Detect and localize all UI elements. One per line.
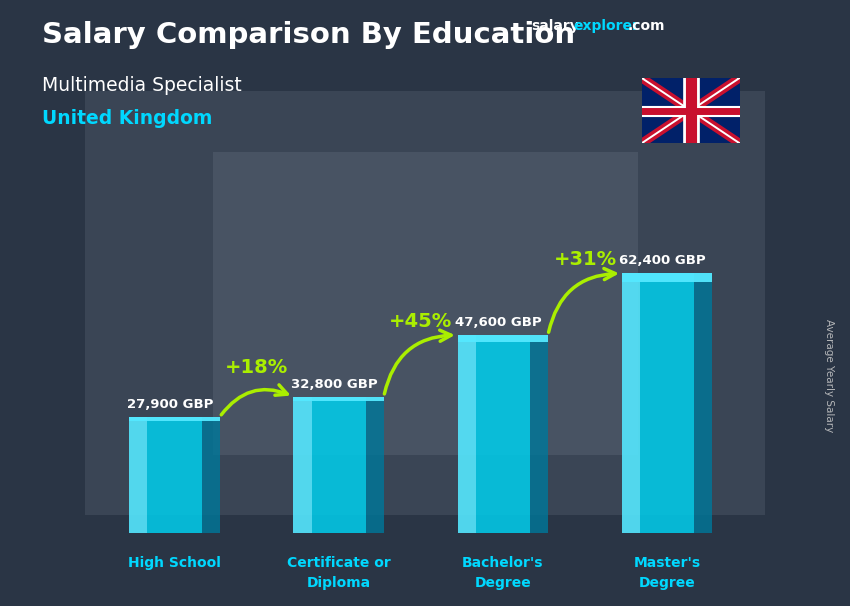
Text: United Kingdom: United Kingdom <box>42 109 212 128</box>
Bar <box>312 396 366 533</box>
Text: +18%: +18% <box>225 358 288 376</box>
Bar <box>129 417 147 533</box>
Bar <box>457 335 476 533</box>
Text: +31%: +31% <box>553 250 616 270</box>
Text: 27,900 GBP: 27,900 GBP <box>127 398 213 411</box>
Text: Multimedia Specialist: Multimedia Specialist <box>42 76 242 95</box>
Text: Master's
Degree: Master's Degree <box>633 556 700 590</box>
Bar <box>694 273 712 533</box>
Polygon shape <box>293 533 397 534</box>
Text: Bachelor's
Degree: Bachelor's Degree <box>462 556 544 590</box>
Bar <box>457 335 548 342</box>
Polygon shape <box>622 533 725 534</box>
Text: +45%: +45% <box>389 312 452 331</box>
Bar <box>293 396 312 533</box>
Polygon shape <box>457 533 561 534</box>
Text: 47,600 GBP: 47,600 GBP <box>455 316 541 329</box>
Bar <box>622 273 712 282</box>
Bar <box>201 417 219 533</box>
Bar <box>622 273 640 533</box>
Bar <box>129 417 219 421</box>
Text: Salary Comparison By Education: Salary Comparison By Education <box>42 21 575 49</box>
Text: 62,400 GBP: 62,400 GBP <box>620 255 706 267</box>
Text: High School: High School <box>128 556 221 570</box>
Bar <box>366 396 384 533</box>
Bar <box>212 152 638 454</box>
Text: Average Yearly Salary: Average Yearly Salary <box>824 319 834 432</box>
Text: salary: salary <box>531 19 579 33</box>
Bar <box>147 417 201 533</box>
Polygon shape <box>129 533 233 534</box>
Text: .com: .com <box>627 19 665 33</box>
Text: Certificate or
Diploma: Certificate or Diploma <box>286 556 390 590</box>
Bar <box>476 335 530 533</box>
Bar <box>640 273 694 533</box>
Text: explorer: explorer <box>574 19 639 33</box>
Text: 32,800 GBP: 32,800 GBP <box>291 378 377 391</box>
Bar <box>293 396 384 401</box>
Bar <box>85 91 765 515</box>
Bar <box>530 335 548 533</box>
